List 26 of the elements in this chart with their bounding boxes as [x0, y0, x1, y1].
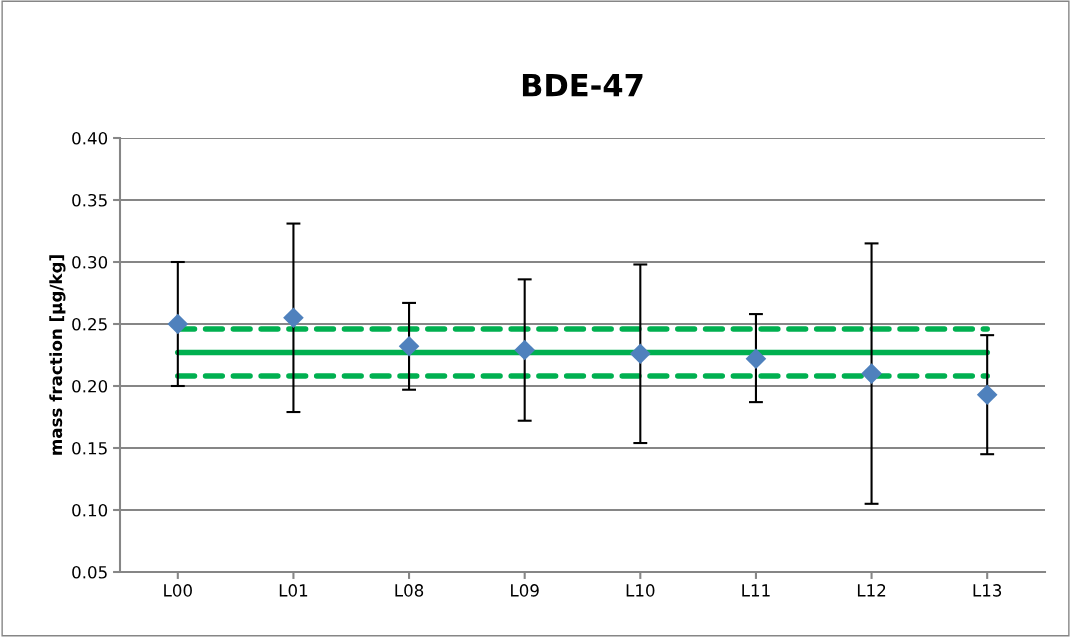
y-tick-label: 0.35	[72, 193, 107, 207]
point	[398, 336, 420, 357]
point	[514, 339, 535, 361]
x-tick-label: L10	[626, 584, 655, 597]
y-tick-label: 0.10	[72, 503, 108, 517]
y-axis-title: mass fraction [µg/kg]	[49, 255, 66, 455]
y-tick-label: 0.40	[72, 131, 108, 145]
y-tick-label: 0.15	[72, 441, 107, 455]
x-tick-label: L01	[279, 584, 308, 597]
y-tick-label: 0.30	[72, 255, 108, 269]
x-tick-label: L08	[395, 584, 424, 597]
point	[861, 363, 882, 384]
y-tick-label: 0.20	[72, 379, 108, 393]
point	[745, 348, 767, 370]
x-tick-label: L09	[511, 584, 539, 597]
point	[976, 384, 998, 405]
x-tick-label: L11	[742, 584, 770, 597]
point	[167, 313, 189, 335]
point	[630, 343, 651, 365]
point	[283, 307, 304, 329]
chart-title: BDE-47	[522, 74, 643, 97]
x-tick-label: L13	[973, 584, 1002, 597]
x-tick-label: L12	[857, 584, 886, 597]
y-tick-label: 0.05	[72, 565, 107, 579]
x-tick-label: L00	[164, 584, 192, 597]
y-tick-label: 0.25	[72, 317, 107, 331]
